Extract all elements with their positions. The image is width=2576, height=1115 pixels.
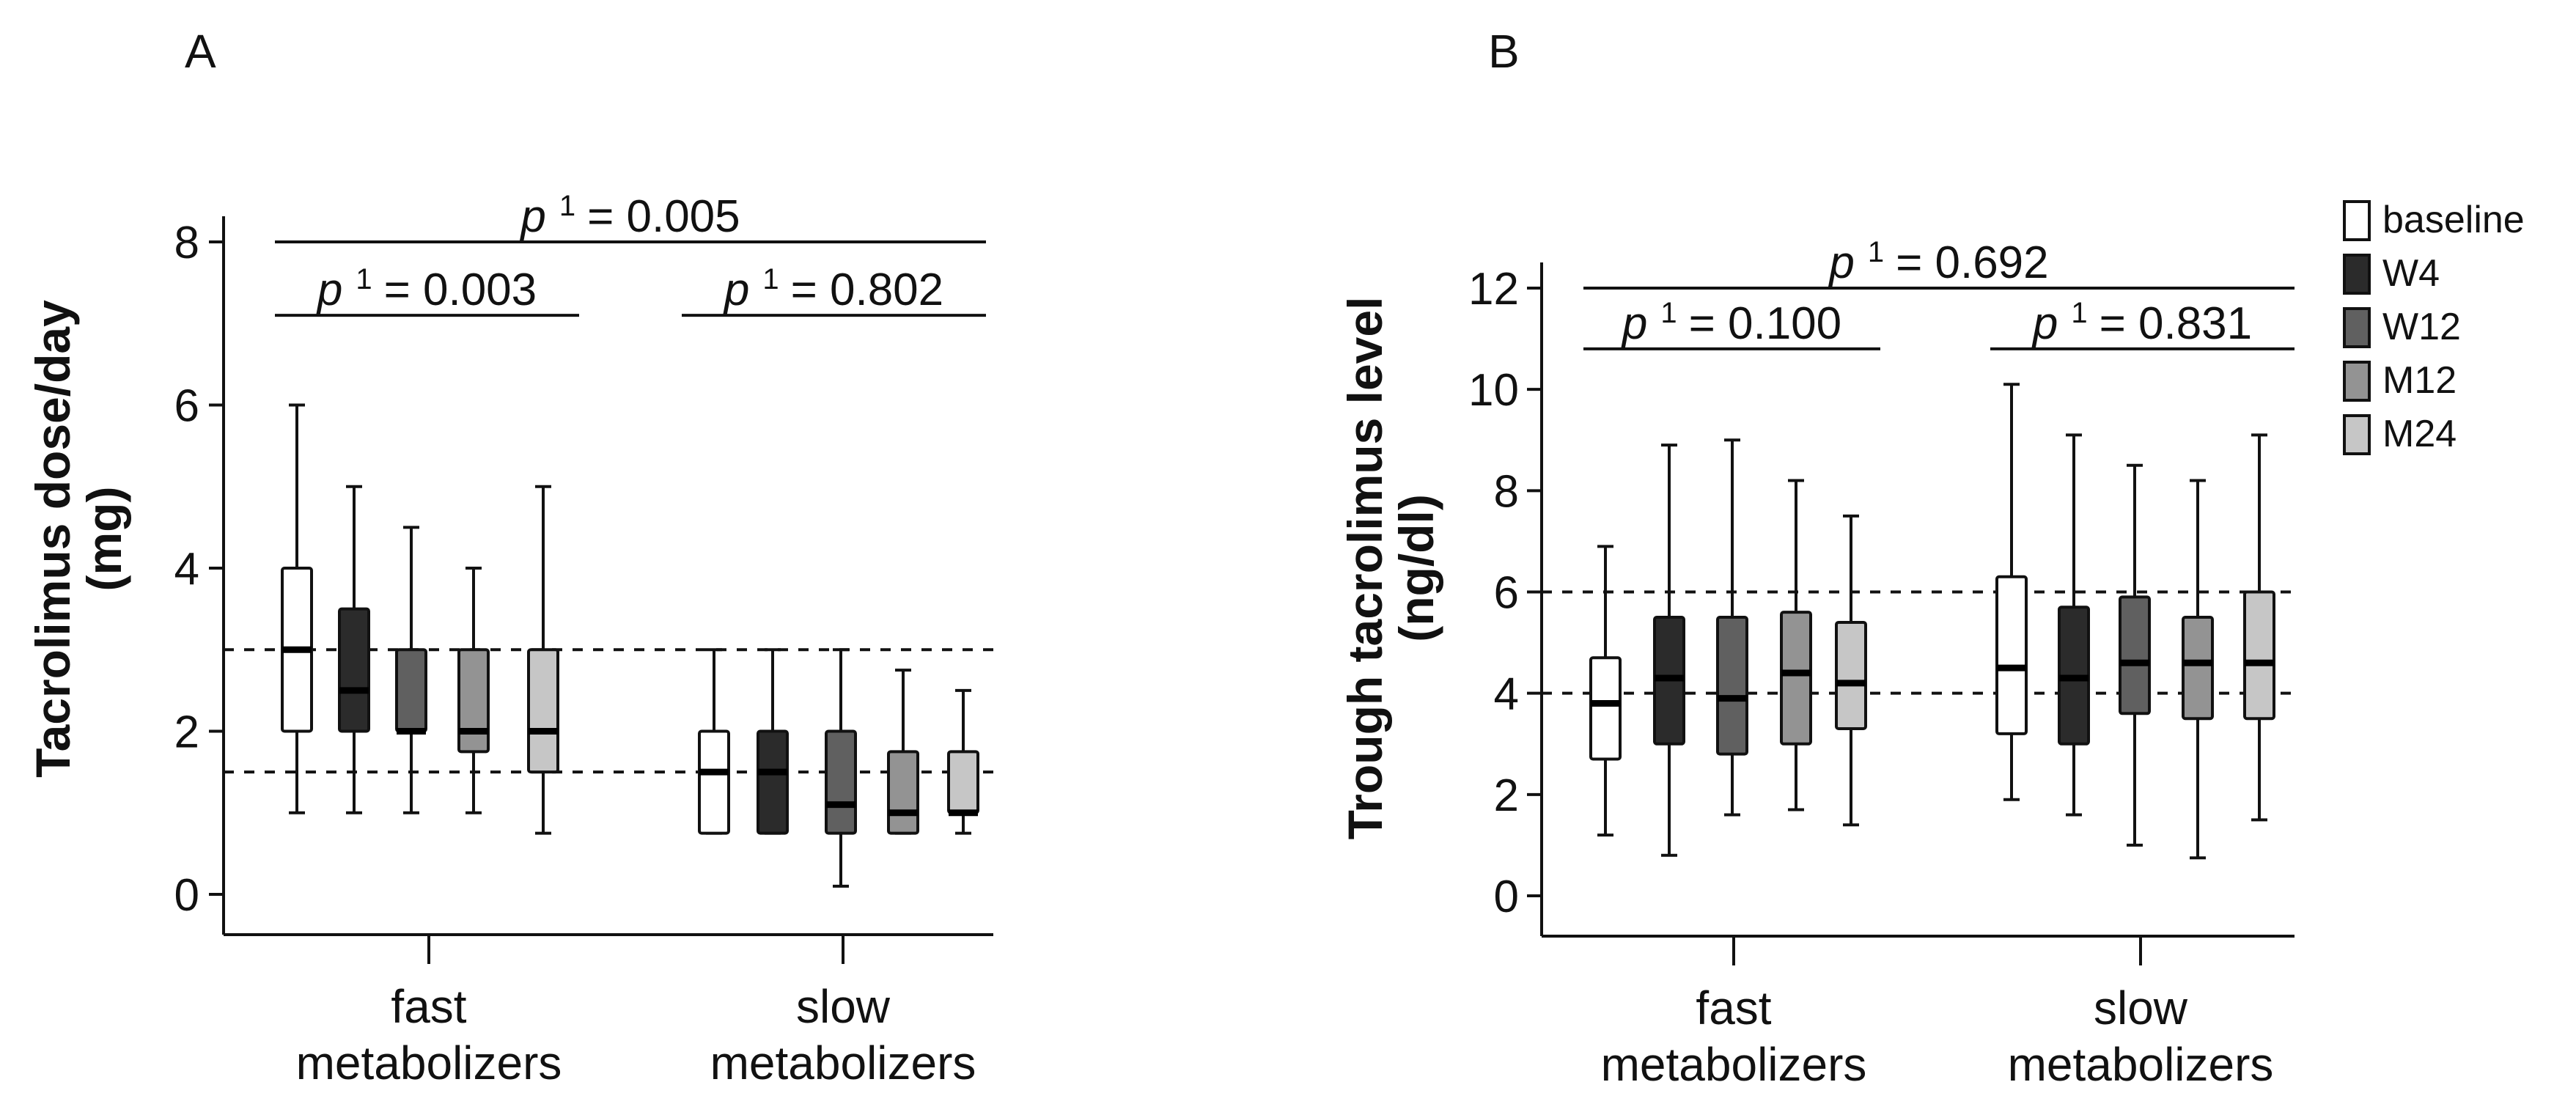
panel-a-y-tick-label: 2: [174, 707, 199, 758]
panel-b-box-baseline-body: [1995, 575, 2028, 735]
panel-b-category-label-line2: metabolizers: [2008, 1038, 2274, 1091]
panel-a-significance-value-slow: = 0.802: [791, 265, 944, 315]
panel-a-box-w4-body: [757, 729, 789, 835]
panel-b-significance-superscript-overall: 1: [1868, 236, 1884, 268]
panel-a-category-label-line1: slow: [796, 980, 891, 1033]
panel-a-significance-value-fast: = 0.003: [384, 265, 537, 315]
panel-b-box-m24-body: [2243, 590, 2275, 721]
panel-b-y-tick-label: 10: [1468, 365, 1519, 416]
panel-a-box-m24-body: [527, 648, 559, 774]
panel-a-significance-superscript-overall: 1: [559, 190, 575, 222]
panel-a-significance-p-fast: p: [316, 265, 342, 315]
panel-a-significance-label-slow: p 1 = 0.802: [723, 263, 943, 315]
panel-b-significance-p-fast: p: [1621, 298, 1647, 349]
panel-b-y-axis-title-line2: (ng/dl): [1389, 494, 1443, 642]
panel-b-category-label-line1: fast: [1696, 982, 1771, 1034]
panel-b-significance-value-fast: = 0.100: [1689, 298, 1842, 349]
panel-a-y-axis-title-line2: (mg): [77, 487, 131, 592]
panel-b-box-m12-body: [1780, 611, 1812, 746]
panel-b-significance-label-slow: p 1 = 0.831: [2031, 297, 2252, 349]
legend-label-m12: M12: [2382, 359, 2457, 402]
panel-b-y-tick-label: 6: [1494, 568, 1519, 619]
panel-a-box-m24-body: [947, 750, 979, 814]
panel-b-box-m12-body: [2182, 616, 2214, 721]
panel-b-significance-value-slow: = 0.831: [2100, 298, 2253, 349]
panel-a-significance-p-slow: p: [723, 265, 749, 315]
panel-b-label: B: [1488, 25, 1520, 78]
legend-swatch-w4: [2343, 254, 2371, 295]
panel-a-y-tick-label: 6: [174, 381, 199, 432]
panel-a-box-w12-body: [825, 729, 857, 835]
legend-swatch-w12: [2343, 307, 2371, 348]
panel-a-category-label-line2: metabolizers: [710, 1037, 976, 1089]
panel-b-significance-superscript-fast: 1: [1660, 297, 1677, 329]
panel-b-box-w12-body: [1716, 616, 1748, 756]
panel-b-y-tick-label: 0: [1494, 872, 1519, 922]
panel-a-box-w12-body: [395, 648, 427, 733]
panel-b-category-label-line2: metabolizers: [1601, 1038, 1867, 1091]
panel-a-significance-label-overall: p 1 = 0.005: [519, 190, 740, 242]
panel-b-box-w12-body: [2119, 595, 2151, 715]
panel-b-category-label-line1: slow: [2094, 982, 2188, 1034]
legend-label-baseline: baseline: [2382, 199, 2525, 241]
panel-a-box-m12-body: [887, 750, 919, 835]
panel-b-significance-p-slow: p: [2031, 298, 2058, 349]
panel-a-significance-value-overall: = 0.005: [587, 191, 740, 242]
legend: baseline W4 W12 M12 M24: [2343, 199, 2525, 455]
panel-b-y-tick-label: 4: [1494, 669, 1519, 720]
panel-a-significance-superscript-fast: 1: [356, 263, 372, 295]
panel-b-y-tick-label: 2: [1494, 770, 1519, 821]
panel-a-category-label-line2: metabolizers: [296, 1037, 562, 1089]
panel-b-y-tick-label: 8: [1494, 466, 1519, 517]
panel-a-y-tick-label: 0: [174, 870, 199, 921]
panel-b-box-baseline-body: [1589, 656, 1622, 761]
panel-b: B Trough tacrolimus level (ng/dl) 0 2 4 6 8 1…: [1338, 25, 2295, 1091]
panel-a-significance-p-overall: p: [519, 191, 545, 242]
panel-a-box-w4-body: [338, 607, 370, 733]
panel-b-box-m24-body: [1835, 620, 1867, 731]
legend-label-w4: W4: [2382, 252, 2440, 295]
panel-a-category-label-line1: fast: [391, 980, 466, 1033]
panel-a-label: A: [185, 25, 216, 78]
panel-a: A Tacrolimus dose/day (mg) 02468fastmeta…: [26, 25, 993, 1089]
panel-b-significance-label-fast: p 1 = 0.100: [1621, 297, 1841, 349]
panel-a-box-baseline-body: [698, 729, 730, 835]
legend-swatch-m12: [2343, 361, 2371, 402]
panel-a-y-tick-label: 4: [174, 544, 199, 595]
panel-b-y-tick-label: 12: [1468, 264, 1519, 314]
panel-a-significance-superscript-slow: 1: [762, 263, 779, 295]
panel-a-box-m12-body: [457, 648, 490, 754]
panel-b-significance-p-overall: p: [1828, 238, 1854, 288]
legend-label-m24: M24: [2382, 413, 2457, 455]
panel-b-significance-value-overall: = 0.692: [1896, 238, 2049, 288]
panel-a-y-axis-title-line1: Tacrolimus dose/day: [26, 300, 80, 778]
legend-label-w12: W12: [2382, 306, 2461, 348]
panel-b-y-axis-title-line1: Trough tacrolimus level: [1338, 297, 1392, 840]
legend-swatch-m24: [2343, 414, 2371, 455]
panel-a-significance-label-fast: p 1 = 0.003: [316, 263, 537, 315]
panel-b-significance-label-overall: p 1 = 0.692: [1828, 236, 2048, 288]
panel-b-significance-superscript-slow: 1: [2071, 297, 2087, 329]
legend-swatch-baseline: [2343, 200, 2371, 241]
panel-a-y-tick-label: 8: [174, 218, 199, 268]
